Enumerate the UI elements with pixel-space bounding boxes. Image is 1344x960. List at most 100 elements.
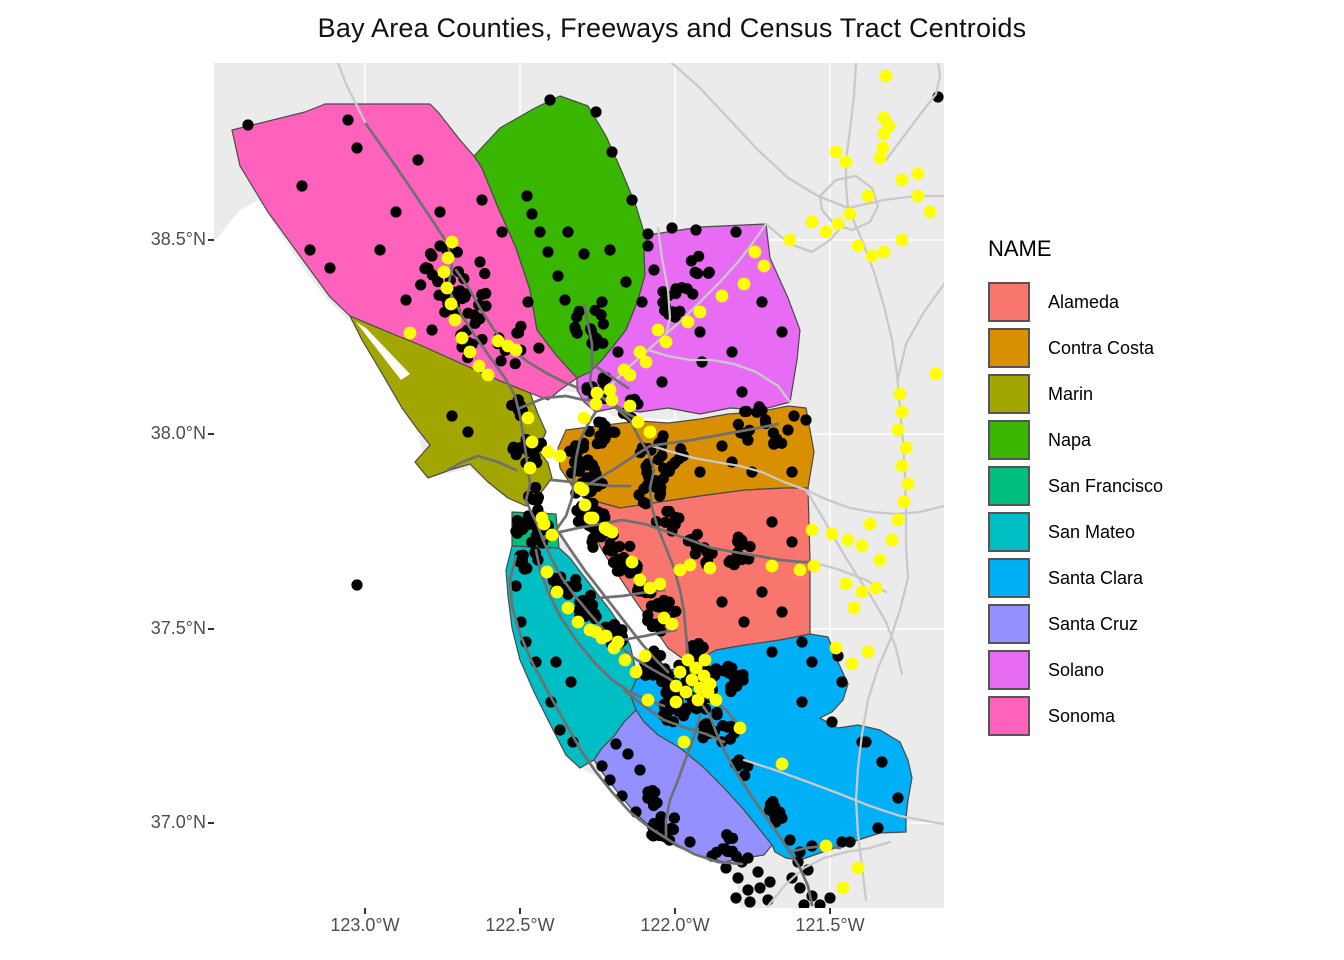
freeway-point-dot xyxy=(891,513,905,527)
centroid-dot xyxy=(622,748,634,760)
centroid-dot xyxy=(476,194,488,206)
road-freeway xyxy=(508,554,744,866)
freeway-point-dot xyxy=(715,289,729,303)
centroid-dot xyxy=(796,696,808,708)
freeway-point-dot xyxy=(829,641,843,655)
legend-swatch xyxy=(988,328,1030,368)
freeway-point-dot xyxy=(861,189,875,203)
x-tick-mark xyxy=(519,908,521,914)
centroid-dot xyxy=(342,114,354,126)
centroid-dot xyxy=(636,296,648,308)
centroid-dot xyxy=(776,606,788,618)
road-secondary xyxy=(646,348,792,404)
road-freeway xyxy=(622,688,726,744)
freeway-point-dot xyxy=(841,533,855,547)
freeway-point-dot xyxy=(845,657,859,671)
centroid-dot xyxy=(670,283,682,295)
centroid-dot xyxy=(666,222,678,234)
y-tick-label: 38.0°N xyxy=(150,423,206,443)
freeway-point-dot xyxy=(765,559,779,573)
road-secondary xyxy=(818,174,880,232)
centroid-dot xyxy=(652,454,665,466)
y-tick-mark xyxy=(208,239,214,241)
centroid-dot xyxy=(533,342,545,354)
road-secondary xyxy=(884,61,942,162)
centroid-dot xyxy=(518,559,530,572)
freeway-point-dot xyxy=(851,239,865,253)
road-secondary xyxy=(766,840,892,908)
centroid-dot xyxy=(776,437,788,449)
centroid-dot xyxy=(544,94,556,106)
centroid-dot xyxy=(454,290,466,302)
legend-item-napa: Napa xyxy=(988,420,1163,460)
freeway-point-dot xyxy=(843,207,857,221)
centroid-dot xyxy=(860,736,872,748)
x-tick-mark xyxy=(674,908,676,914)
freeway-point-dot xyxy=(665,617,679,631)
centroid-dot xyxy=(642,609,654,621)
freeway-point-dot xyxy=(623,399,637,413)
centroid-dot xyxy=(670,605,682,618)
centroid-dot xyxy=(616,624,628,636)
centroid-dot xyxy=(521,190,533,202)
centroid-dot xyxy=(694,326,706,338)
centroid-dot xyxy=(642,228,654,240)
centroid-dot xyxy=(892,792,904,804)
centroid-dot xyxy=(668,812,681,824)
centroid-dot xyxy=(426,324,438,336)
centroid-dot xyxy=(742,884,754,896)
centroid-dot xyxy=(642,786,654,798)
freeway-point-dot xyxy=(589,625,603,639)
centroid-dot xyxy=(836,836,848,848)
water-ocean xyxy=(214,200,740,908)
centroid-dot xyxy=(451,246,463,258)
centroid-dot xyxy=(324,262,336,274)
freeway-point-dot xyxy=(455,331,469,345)
centroid-dot xyxy=(552,270,564,282)
freeway-point-dot xyxy=(709,693,723,707)
freeway-point-dot xyxy=(509,343,523,357)
freeway-point-dot xyxy=(571,615,585,629)
freeway-point-dot xyxy=(603,383,617,397)
road-freeway xyxy=(620,628,678,642)
freeway-point-dot xyxy=(897,495,911,509)
freeway-point-dot xyxy=(625,555,639,569)
freeway-point-dot xyxy=(540,565,554,579)
freeway-point-dot xyxy=(895,405,909,419)
centroid-dot xyxy=(610,738,622,750)
centroid-dot xyxy=(782,424,794,436)
centroid-dot xyxy=(733,538,746,550)
centroid-dot xyxy=(593,416,605,428)
centroid-dot xyxy=(507,443,519,455)
centroid-dot xyxy=(824,892,836,904)
centroid-dot xyxy=(571,311,583,323)
centroid-dot xyxy=(642,240,654,252)
freeway-point-dot xyxy=(573,481,587,495)
centroid-dot xyxy=(550,656,562,668)
freeway-point-dot xyxy=(444,297,458,311)
freeway-point-dot xyxy=(805,215,819,229)
centroid-dot xyxy=(526,536,538,548)
centroid-dot xyxy=(836,676,848,688)
centroid-dot xyxy=(565,676,577,688)
centroid-dot xyxy=(604,538,616,550)
centroid-dot xyxy=(702,721,714,733)
centroid-dot xyxy=(730,226,742,238)
centroid-dot xyxy=(722,660,734,673)
road-freeway xyxy=(582,302,598,400)
centroid-dot xyxy=(756,296,768,308)
freeway-point-dot xyxy=(819,839,833,853)
freeway-point-dot xyxy=(679,685,693,699)
freeway-point-dot xyxy=(689,661,703,675)
centroid-dot xyxy=(522,296,534,308)
freeway-point-dot xyxy=(923,205,937,219)
freeway-point-dot xyxy=(437,265,451,279)
legend-label: San Francisco xyxy=(1048,475,1164,496)
freeway-point-dot xyxy=(891,423,905,437)
freeway-point-dot xyxy=(855,539,869,553)
freeway-point-dot xyxy=(733,721,747,735)
freeway-point-dot xyxy=(673,563,687,577)
plot-title: Bay Area Counties, Freeways and Census T… xyxy=(317,13,1027,43)
centroid-dot xyxy=(717,720,729,732)
freeway-point-dot xyxy=(698,653,712,667)
